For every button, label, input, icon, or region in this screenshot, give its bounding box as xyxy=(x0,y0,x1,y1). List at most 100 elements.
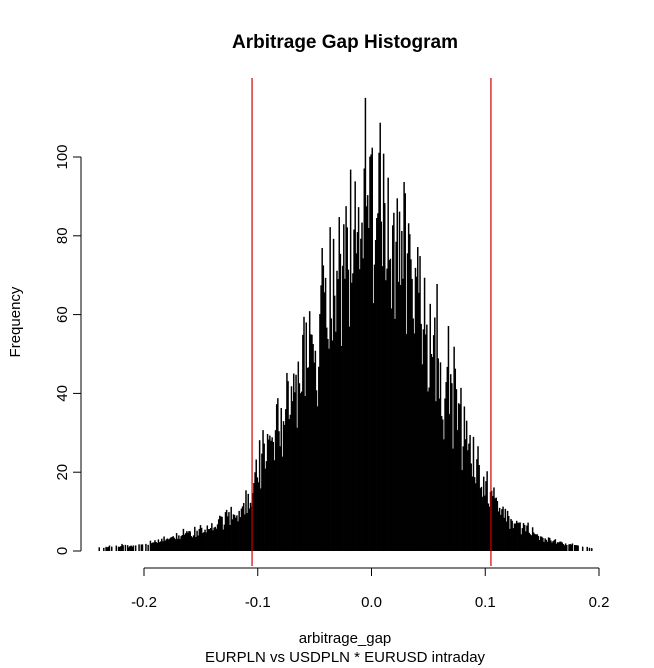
histogram-bar xyxy=(98,547,100,551)
histogram-bar xyxy=(362,258,364,551)
histogram-bar xyxy=(349,169,352,551)
histogram-bar xyxy=(217,519,220,551)
histogram-bar xyxy=(253,483,255,551)
histogram-bar xyxy=(508,516,510,551)
histogram-bar xyxy=(108,545,111,551)
histogram-bar xyxy=(398,211,401,552)
histogram-bar xyxy=(151,542,154,551)
histogram-bar xyxy=(452,448,454,551)
histogram-bar xyxy=(238,510,240,551)
histogram-bar xyxy=(475,483,477,551)
histogram-bar xyxy=(306,367,309,551)
histogram-bar xyxy=(283,424,286,551)
histogram-bar xyxy=(233,515,236,551)
histogram-bar xyxy=(581,546,584,551)
histogram-bar xyxy=(178,535,180,551)
histogram-bar xyxy=(274,430,277,551)
histogram-bar xyxy=(336,270,338,551)
histogram-bar xyxy=(302,334,304,551)
histogram-bar xyxy=(525,531,527,551)
histogram-bar xyxy=(212,530,214,551)
histogram-bar xyxy=(264,468,267,551)
histogram-bar xyxy=(103,547,105,551)
histogram-bar xyxy=(477,446,479,551)
histogram-bar xyxy=(344,278,346,551)
histogram-bar xyxy=(242,503,245,551)
histogram-bar xyxy=(420,323,422,551)
histogram-bar xyxy=(445,382,447,551)
histogram-bar xyxy=(174,539,177,551)
histogram-bar xyxy=(270,440,272,551)
histogram-bar xyxy=(345,206,347,551)
histogram-bar xyxy=(566,545,568,551)
histogram-bar xyxy=(337,279,339,551)
histogram-bar xyxy=(396,198,399,551)
histogram-bar xyxy=(173,537,176,551)
histogram-bar xyxy=(514,523,517,551)
histogram-bar xyxy=(571,543,574,551)
histogram-bar xyxy=(379,122,381,552)
histogram-bar xyxy=(241,506,244,551)
x-tick-label: -0.2 xyxy=(131,594,157,611)
histogram-bar xyxy=(183,534,186,551)
histogram-bar xyxy=(588,547,591,551)
histogram-bar xyxy=(202,532,204,551)
histogram-bar xyxy=(506,510,509,551)
histogram-bar xyxy=(372,303,375,551)
histogram-bar xyxy=(171,536,173,551)
histogram-bar xyxy=(277,398,279,551)
histogram-bar xyxy=(281,456,284,551)
histogram-bar xyxy=(438,398,441,551)
histogram-bar xyxy=(434,317,436,551)
histogram-bar xyxy=(543,541,545,551)
histogram-bar xyxy=(254,472,256,551)
histogram-bar xyxy=(285,409,287,551)
histogram-bar xyxy=(106,547,108,551)
histogram-bar xyxy=(419,256,421,551)
histogram-bar xyxy=(568,544,570,551)
histogram-bar xyxy=(591,548,593,551)
histogram-bar xyxy=(439,362,442,551)
histogram-bar xyxy=(126,545,129,551)
histogram-bar xyxy=(262,430,264,551)
histogram-bar xyxy=(206,525,209,551)
histogram-bar xyxy=(526,525,528,551)
histogram-bar xyxy=(211,523,213,551)
histogram-bar xyxy=(308,311,311,551)
histogram-bar xyxy=(530,535,533,551)
histogram-bar xyxy=(115,545,118,551)
histogram-bar xyxy=(346,227,348,551)
histogram-bar xyxy=(107,546,110,551)
histogram-bar xyxy=(503,517,505,551)
histogram-bar xyxy=(399,284,402,551)
histogram-bar xyxy=(273,460,276,551)
x-tick-label: -0.1 xyxy=(245,594,271,611)
histogram-bar xyxy=(446,366,449,551)
histogram-bar xyxy=(169,538,171,551)
histogram-bar xyxy=(493,487,495,551)
histogram-bar xyxy=(377,213,379,552)
histogram-bar xyxy=(165,539,168,551)
histogram-bar xyxy=(562,544,565,551)
histogram-bar xyxy=(521,528,524,551)
histogram-bar xyxy=(415,276,418,551)
histogram-bar xyxy=(237,521,239,551)
histogram-bar xyxy=(338,217,340,552)
histogram-bar xyxy=(517,522,519,551)
histogram-bar xyxy=(406,253,409,551)
histogram-bar xyxy=(213,527,215,551)
histogram-bar xyxy=(258,440,261,551)
histogram-bar xyxy=(482,476,485,551)
histogram-bar xyxy=(299,393,302,551)
histogram-bar xyxy=(216,524,219,551)
histogram-bar xyxy=(295,374,297,551)
histogram-bar xyxy=(519,522,521,551)
histogram-bar xyxy=(470,463,472,551)
histogram-bar xyxy=(505,521,508,551)
histogram-bar xyxy=(547,537,550,551)
histogram-bar xyxy=(510,519,512,551)
histogram-bar xyxy=(454,368,457,551)
histogram-bar xyxy=(158,542,161,551)
histogram-bar xyxy=(511,520,513,551)
histogram-bar xyxy=(355,253,358,551)
